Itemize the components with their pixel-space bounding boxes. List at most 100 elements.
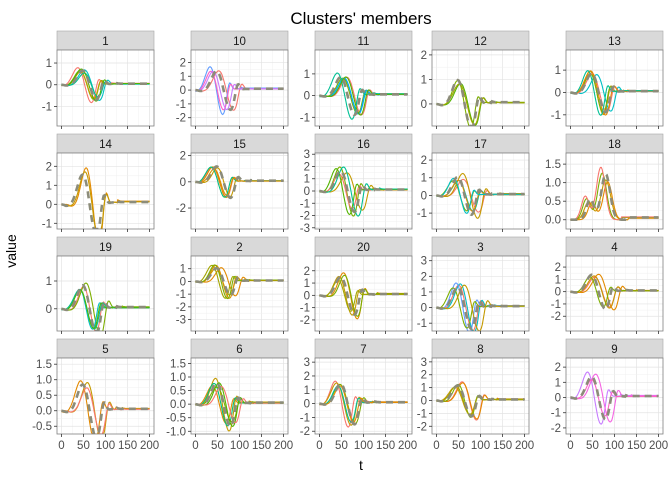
y-tick-label: -1.0: [166, 426, 186, 438]
y-tick-label: -1: [417, 318, 427, 330]
y-tick-label: 1: [180, 71, 186, 83]
chart-title: Clusters' members: [290, 9, 431, 28]
y-tick-label: 1: [46, 180, 52, 192]
x-tick-label: 0: [58, 440, 64, 452]
y-tick-label: 0: [555, 287, 561, 299]
y-tick-label: -1: [300, 112, 310, 124]
y-tick-label: 1: [555, 65, 561, 77]
series-group: [61, 380, 150, 434]
y-tick-label: -1: [42, 218, 52, 230]
x-tick-label: 100: [230, 440, 249, 452]
facet-strip-label: 2: [236, 242, 242, 254]
facet-strip-label: 13: [608, 36, 621, 48]
facet-panel-6: 6 -1.0-0.5 0.00.5 1.0 1.5 0 50 100 150 200: [166, 338, 293, 452]
y-tick-label: 0: [421, 190, 427, 202]
centroid-dashed-line: [319, 275, 408, 317]
x-tick-label: 200: [515, 440, 534, 452]
series-group: [319, 166, 408, 217]
y-tick-label: 2: [180, 57, 186, 69]
facet-panel-11: 11 -1 0 1: [300, 30, 413, 129]
y-tick-label: 0.5: [545, 196, 561, 208]
y-tick-label: -1: [551, 110, 561, 122]
facet-strip-label: 18: [608, 139, 621, 151]
y-tick-label: -0.5: [166, 413, 186, 425]
y-tick-label: -1: [300, 303, 310, 315]
y-tick-label: 2: [304, 266, 310, 278]
x-tick-label: 50: [452, 440, 465, 452]
series-line: [61, 282, 150, 331]
y-tick-label: 0.0: [170, 399, 186, 411]
y-tick-label: 1.5: [36, 359, 52, 371]
y-tick-label: 0.5: [36, 390, 52, 402]
series-group: [195, 377, 284, 432]
y-tick-label: 1.5: [170, 358, 186, 370]
facet-strip-label: 14: [99, 139, 112, 151]
facet-strip-label: 4: [611, 242, 618, 254]
facet-strip-label: 12: [474, 36, 487, 48]
x-tick-label: 200: [274, 440, 293, 452]
x-tick-label: 0: [316, 440, 322, 452]
y-tick-label: 2: [421, 370, 427, 382]
series-group: [319, 380, 408, 428]
centroid-dashed-line: [570, 273, 659, 311]
series-group: [61, 282, 150, 331]
x-tick-label: 0: [433, 440, 439, 452]
x-axis-label: t: [359, 457, 363, 473]
x-tick-label: 200: [649, 440, 668, 452]
series-group: [570, 371, 659, 425]
series-group: [195, 165, 284, 200]
facet-panel-3: 3 -1 0 1 2 3: [417, 236, 530, 334]
facet-panel-14: 14 -1 0 1 2: [42, 133, 155, 232]
y-tick-label: 2: [304, 371, 310, 383]
x-tick-label: 150: [627, 440, 646, 452]
centroid-dashed-line: [195, 381, 284, 428]
facet-panel-2: 2 -3-2-101: [176, 236, 289, 334]
series-group: [319, 72, 408, 120]
series-group: [570, 273, 659, 311]
y-tick-label: 3: [304, 357, 310, 369]
y-tick-label: -1: [176, 99, 186, 111]
y-tick-label: 0: [180, 85, 186, 97]
centroid-dashed-line: [570, 171, 659, 221]
y-tick-label: -1: [417, 408, 427, 420]
y-tick-label: 1: [421, 383, 427, 395]
series-group: [61, 167, 150, 229]
y-tick-label: 1: [304, 385, 310, 397]
series-group: [436, 381, 525, 421]
y-tick-label: 0: [180, 177, 186, 189]
centroid-dashed-line: [436, 384, 525, 418]
y-tick-label: -1: [42, 101, 52, 113]
y-tick-label: 0.0: [545, 215, 561, 227]
x-tick-label: 150: [118, 440, 137, 452]
series-group: [61, 67, 150, 104]
y-tick-label: 1.0: [170, 372, 186, 384]
y-tick-label: -1: [551, 299, 561, 311]
centroid-dashed-line: [61, 173, 150, 229]
series-line: [436, 83, 525, 126]
y-tick-label: 2: [180, 151, 186, 163]
y-tick-label: -1: [551, 408, 561, 420]
series-group: [436, 78, 525, 126]
x-tick-label: 150: [376, 440, 395, 452]
series-group: [436, 282, 525, 331]
centroid-dashed-line: [436, 78, 525, 126]
x-tick-label: 50: [77, 440, 90, 452]
y-tick-label: 0.5: [170, 386, 186, 398]
y-tick-label: 0.0: [36, 406, 52, 418]
centroid-dashed-line: [319, 382, 408, 426]
facet-panels: 1-10110-2-101211-1011201213-10114-101215…: [32, 30, 668, 452]
y-tick-label: 2: [555, 262, 561, 274]
y-tick-label: 0: [304, 399, 310, 411]
facet-strip-label: 7: [360, 344, 366, 356]
facet-panel-13: 13 -1 0 1: [551, 30, 664, 129]
x-tick-label: 200: [398, 440, 417, 452]
facet-strip-label: 15: [233, 139, 246, 151]
facet-strip-label: 11: [358, 36, 370, 48]
facet-strip-label: 20: [357, 242, 370, 254]
y-tick-label: 1: [555, 377, 561, 389]
series-line: [319, 166, 408, 217]
y-tick-label: 1.0: [36, 375, 52, 387]
facet-strip-label: 19: [99, 242, 112, 254]
